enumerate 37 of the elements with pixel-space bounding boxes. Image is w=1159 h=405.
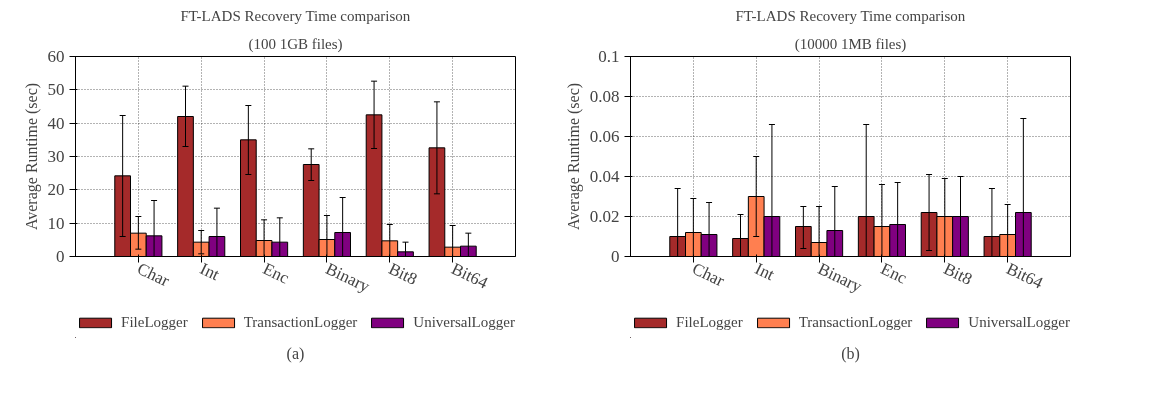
y-tick-label: 0.1 <box>598 47 620 66</box>
chart-title: FT-LADS Recovery Time comparison <box>735 7 966 24</box>
chart-title: FT-LADS Recovery Time comparison <box>180 7 411 24</box>
x-tick-label: Bit8 <box>940 258 976 289</box>
y-tick-label: 0.02 <box>589 207 620 226</box>
text: (a) <box>286 344 305 363</box>
x-tick-label: Int <box>752 258 778 285</box>
y-tick-label: 0.08 <box>589 87 620 106</box>
y-tick-label: 40 <box>47 113 65 133</box>
y-tick-label: 0 <box>56 247 65 266</box>
x-tick-label: Bit64 <box>448 258 492 293</box>
legend-label: FileLogger <box>676 313 743 331</box>
legend-label: FileLogger <box>121 313 188 331</box>
x-tick-label: Enc <box>877 258 911 288</box>
x-tick-label: Bit8 <box>385 258 421 289</box>
y-axis-title: Average Runtime (sec) <box>22 82 41 231</box>
y-tick-label: 0 <box>611 247 620 266</box>
legend-label: UniversalLogger <box>413 313 515 331</box>
x-tick-label: Enc <box>259 258 293 288</box>
text: (b) <box>841 344 860 363</box>
y-tick-label: 10 <box>47 213 65 233</box>
chart-subtitle: (100 1GB files) <box>248 35 343 53</box>
x-tick-label: Bit64 <box>1003 258 1047 293</box>
y-tick-label: 0.04 <box>589 167 620 186</box>
y-tick-label: 50 <box>47 80 65 100</box>
legend-label: UniversalLogger <box>968 313 1070 331</box>
y-tick-label: 20 <box>47 180 65 200</box>
y-axis-title: Average Runtime (sec) <box>564 82 583 231</box>
y-tick-label: 0.06 <box>589 127 620 146</box>
y-tick-label: 30 <box>47 147 65 166</box>
chart-subtitle: (10000 1MB files) <box>794 35 907 53</box>
y-tick-label: 60 <box>47 47 65 66</box>
x-tick-label: Char <box>134 258 173 291</box>
legend-label: TransactionLogger <box>798 313 913 331</box>
legend-label: TransactionLogger <box>243 313 358 331</box>
x-tick-label: Char <box>689 258 728 291</box>
x-tick-label: Int <box>197 258 223 285</box>
